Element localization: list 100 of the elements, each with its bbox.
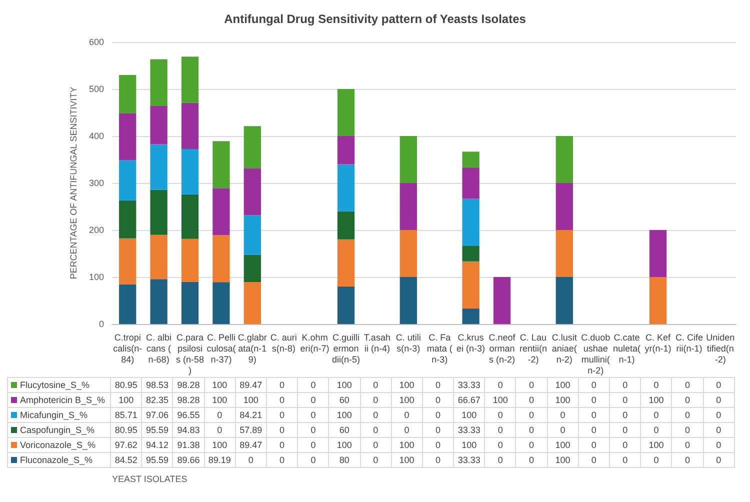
data-label: 100 xyxy=(546,437,579,453)
data-label: 91.38 xyxy=(172,437,205,453)
bar xyxy=(244,215,261,255)
y-tick-label: 600 xyxy=(88,37,104,47)
data-label: 100 xyxy=(484,392,516,408)
data-label: 100 xyxy=(546,452,579,468)
bar xyxy=(181,282,199,324)
data-label: 84.21 xyxy=(234,407,267,423)
data-label: 100 xyxy=(453,407,486,423)
bar xyxy=(181,238,199,282)
legend-label: Fluconazole_S_% xyxy=(20,455,93,465)
bar xyxy=(119,160,136,200)
bar xyxy=(119,113,136,160)
data-label: 0 xyxy=(546,422,579,438)
data-label: 84.52 xyxy=(110,452,142,468)
bar xyxy=(400,230,417,277)
bar xyxy=(244,126,261,168)
bar xyxy=(337,286,355,324)
data-label: 0 xyxy=(360,437,392,453)
data-label: 0 xyxy=(671,452,704,468)
bar xyxy=(119,200,136,238)
data-label: 0 xyxy=(578,452,610,468)
x-tick-label: C. Pelliculosa(n-37) xyxy=(206,332,236,364)
data-label: 94.83 xyxy=(172,422,205,438)
data-label: 0 xyxy=(515,407,548,423)
data-label: 0 xyxy=(390,422,423,438)
bar xyxy=(556,183,573,230)
data-label: 57.89 xyxy=(234,422,267,438)
data-label: 0 xyxy=(297,407,330,423)
bar xyxy=(244,254,261,282)
bar xyxy=(337,89,355,136)
bar xyxy=(556,136,573,183)
data-label: 100 xyxy=(110,392,142,408)
data-label: 0 xyxy=(609,422,642,438)
y-tick-label: 500 xyxy=(88,84,104,94)
data-label: 0 xyxy=(297,422,330,438)
bar xyxy=(150,59,168,106)
legend-label: Flucytosine_S_% xyxy=(20,380,90,390)
bar xyxy=(337,239,355,286)
x-tick-label: C. Famata (n-3) xyxy=(426,332,452,364)
x-tick-label: C.krusei (n-3) xyxy=(456,332,486,354)
bar xyxy=(493,277,511,324)
x-tick-label: C. Kefyr(n-1) xyxy=(644,332,672,354)
data-label: 0 xyxy=(422,422,454,438)
data-label: 0 xyxy=(702,407,735,423)
data-label: 100 xyxy=(390,452,423,468)
bar xyxy=(150,144,168,190)
data-label: 0 xyxy=(266,452,298,468)
data-label: 0 xyxy=(609,407,642,423)
y-tick-label: 0 xyxy=(98,319,104,329)
data-label: 0 xyxy=(266,407,298,423)
legend-label: Amphotericin B_S_% xyxy=(20,395,106,405)
data-label: 0 xyxy=(204,422,236,438)
bar xyxy=(244,282,261,324)
data-label: 0 xyxy=(640,422,672,438)
bar xyxy=(150,279,168,324)
data-label: 0 xyxy=(422,392,454,408)
data-label: 98.53 xyxy=(141,377,174,393)
bar xyxy=(212,235,230,282)
data-label: 0 xyxy=(609,377,642,393)
data-label: 0 xyxy=(578,422,610,438)
text: YEAST ISOLATES xyxy=(112,474,188,484)
data-label: 0 xyxy=(609,452,642,468)
data-label: 0 xyxy=(671,407,704,423)
x-tick-label: C.parapsilosis (n-58) xyxy=(176,332,204,376)
x-tick-label: C. albicans (n-68) xyxy=(146,332,172,364)
data-label: 0 xyxy=(702,452,735,468)
data-label: 0 xyxy=(297,452,330,468)
data-label: 0 xyxy=(360,452,392,468)
data-label: 82.35 xyxy=(141,392,174,408)
bar xyxy=(462,198,480,246)
data-label: 80 xyxy=(328,452,360,468)
data-label: 0 xyxy=(484,407,516,423)
bar xyxy=(150,106,168,144)
legend-label: Micafungin_S_% xyxy=(20,410,88,420)
data-label: 100 xyxy=(328,437,360,453)
data-label: 80.95 xyxy=(110,377,142,393)
data-label: 100 xyxy=(328,377,360,393)
bar xyxy=(649,230,667,277)
data-label: 95.59 xyxy=(141,422,174,438)
bar xyxy=(181,148,199,194)
bar xyxy=(649,277,667,324)
data-label: 0 xyxy=(422,377,454,393)
x-tick-label: C. Ciferii(n-1) xyxy=(675,332,703,354)
data-label: 80.95 xyxy=(110,422,142,438)
data-label: 0 xyxy=(422,407,454,423)
data-label: 0 xyxy=(671,392,704,408)
data-label: 60 xyxy=(328,392,360,408)
data-label: 100 xyxy=(204,392,236,408)
data-label: 100 xyxy=(234,392,267,408)
data-label: 0 xyxy=(484,377,516,393)
data-label: 0 xyxy=(640,377,672,393)
data-label: 89.47 xyxy=(234,377,267,393)
data-label: 0 xyxy=(609,437,642,453)
data-label: 100 xyxy=(546,377,579,393)
data-label: 100 xyxy=(640,437,672,453)
data-label: 0 xyxy=(515,377,548,393)
bar xyxy=(462,261,480,308)
data-label: 0 xyxy=(266,377,298,393)
data-label: 100 xyxy=(204,437,236,453)
